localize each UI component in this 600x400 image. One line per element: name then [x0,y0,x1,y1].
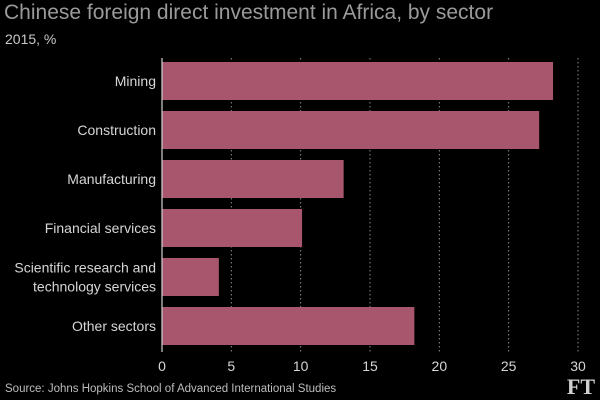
category-label: Scientific research and [14,260,156,276]
x-tick-label: 5 [227,358,235,374]
chart-subtitle: 2015, % [5,31,57,47]
ft-logo: FT [566,374,595,399]
bar [162,209,303,247]
x-tick-label: 20 [432,358,448,374]
chart-title: Chinese foreign direct investment in Afr… [4,1,494,24]
category-label: Other sectors [72,318,156,334]
source-note: Source: Johns Hopkins School of Advanced… [5,383,337,395]
bar [162,111,540,149]
x-tick-label: 0 [158,358,166,374]
bar [162,307,415,345]
category-label: Manufacturing [67,171,156,187]
category-label: Construction [77,122,156,138]
category-label: Financial services [45,220,156,236]
x-tick-label: 15 [362,358,378,374]
bar [162,160,344,198]
x-tick-label: 25 [501,358,517,374]
category-label: Mining [115,73,156,89]
category-label: technology services [33,279,156,295]
bar [162,62,554,100]
bar [162,258,219,296]
x-tick-label: 10 [293,358,309,374]
x-tick-label: 30 [570,358,586,374]
